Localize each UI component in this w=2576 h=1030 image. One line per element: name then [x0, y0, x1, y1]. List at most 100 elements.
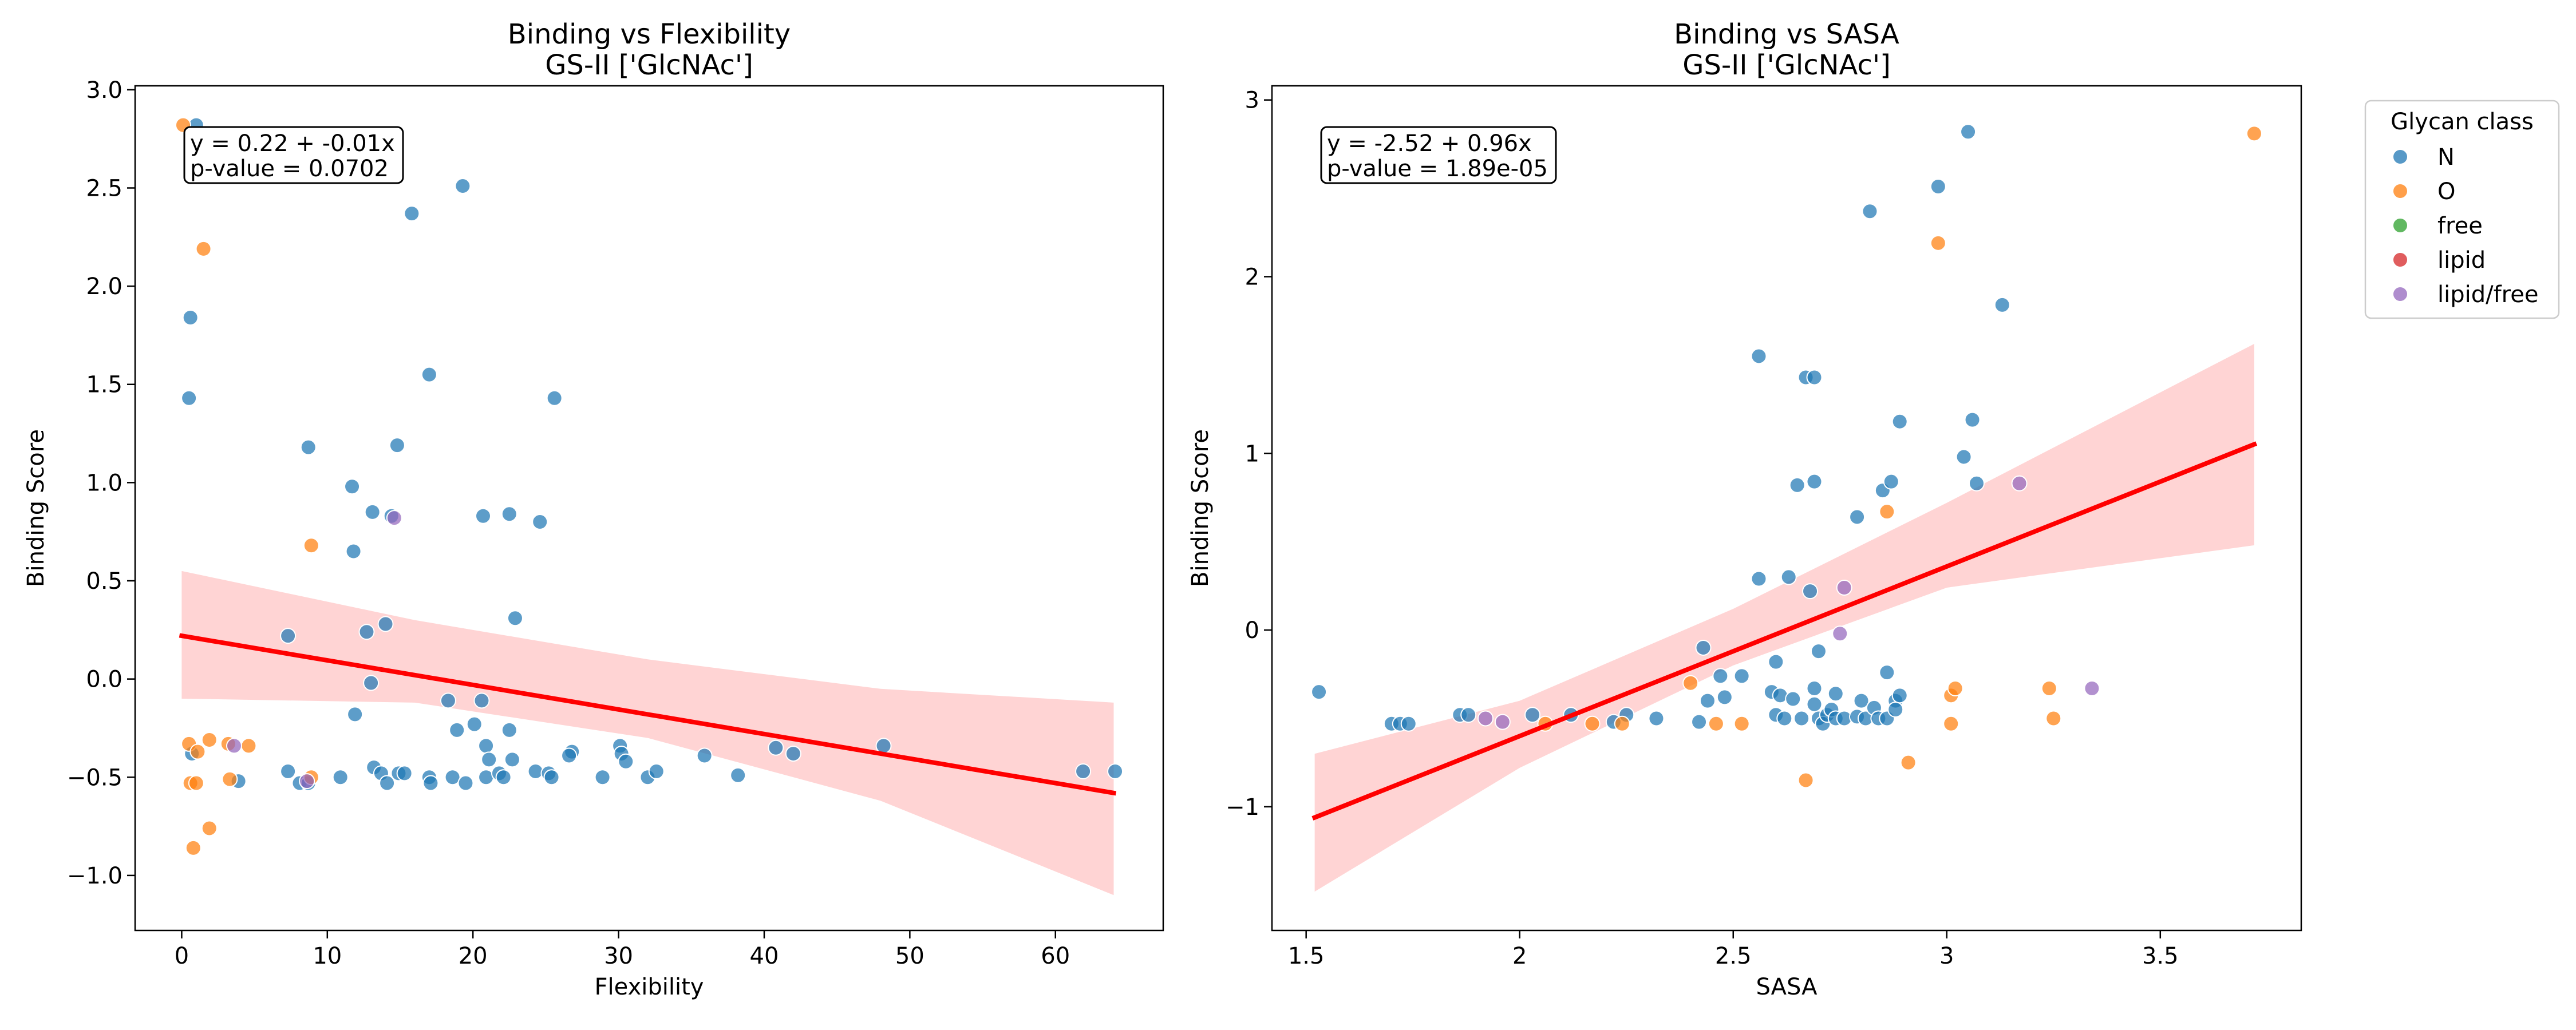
- data-point-N-37: [785, 746, 801, 762]
- chart-title: Binding vs SASA: [1674, 18, 1899, 50]
- data-point-N-24: [1780, 569, 1797, 585]
- data-point-N-30: [1806, 369, 1823, 386]
- data-point-N-35: [696, 747, 713, 764]
- data-point-N-25: [449, 722, 465, 738]
- legend-box: [2364, 100, 2560, 319]
- data-point-N-26: [1789, 477, 1805, 493]
- data-point-N-18: [358, 624, 375, 640]
- x-tick-label: 20: [459, 943, 488, 969]
- data-point-N-60: [594, 769, 611, 786]
- x-axis-label: Flexibility: [595, 974, 704, 1000]
- data-point-O-12: [201, 820, 218, 837]
- x-axis-label: SASA: [1756, 974, 1818, 1000]
- data-point-lipid-free-0: [1477, 710, 1494, 727]
- data-point-lipid-free-1: [1494, 714, 1511, 730]
- data-point-N-5: [421, 366, 437, 383]
- y-tick-label: 2.5: [86, 175, 123, 201]
- data-point-N-26: [501, 722, 517, 738]
- y-axis-label: Binding Score: [1187, 429, 1214, 587]
- legend-label-O: O: [2437, 179, 2455, 205]
- y-axis-label: Binding Score: [23, 429, 49, 587]
- data-point-N-21: [440, 692, 456, 709]
- data-point-N-8: [389, 437, 405, 454]
- data-point-N-36: [768, 739, 784, 756]
- chart-subtitle: GS-II ['GlcNAc']: [1682, 49, 1891, 81]
- data-point-N-24: [466, 716, 483, 732]
- data-point-N-31: [1806, 680, 1823, 696]
- x-tick-label: 1.5: [1288, 943, 1325, 969]
- data-point-N-14: [1712, 668, 1729, 684]
- x-tick-label: 0: [175, 943, 189, 969]
- data-point-O-15: [2246, 125, 2262, 142]
- data-point-N-62: [648, 763, 665, 779]
- y-tick-label: 3: [1245, 88, 1259, 114]
- data-point-N-51: [422, 775, 439, 791]
- y-tick-label: 2.0: [86, 274, 123, 300]
- data-point-N-56: [1891, 413, 1908, 430]
- data-point-N-35: [1810, 643, 1827, 660]
- data-point-N-17: [1751, 348, 1767, 365]
- x-tick-label: 3: [1939, 943, 1954, 969]
- y-tick-label: 0.5: [86, 568, 123, 595]
- x-tick-label: 30: [604, 943, 633, 969]
- data-point-N-11: [1691, 714, 1708, 730]
- data-point-N-16: [507, 610, 523, 627]
- y-tick-label: −0.5: [67, 764, 123, 791]
- data-point-N-65: [1107, 763, 1124, 779]
- data-point-O-1: [1584, 715, 1601, 732]
- data-point-N-20: [1768, 653, 1784, 670]
- data-point-N-59: [1960, 124, 1977, 140]
- data-point-lipid-free-2: [386, 510, 402, 526]
- data-point-lipid-free-3: [1832, 625, 1848, 642]
- legend-label-N: N: [2437, 144, 2455, 171]
- confidence-band: [1314, 343, 2254, 892]
- y-tick-label: −1: [1226, 794, 1259, 821]
- data-point-O-9: [188, 775, 204, 791]
- data-point-N-57: [527, 763, 544, 779]
- data-point-N-15: [345, 543, 362, 560]
- scatter-points: [175, 117, 1124, 856]
- data-point-O-2: [303, 537, 319, 554]
- data-point-N-9: [344, 478, 361, 495]
- data-point-O-13: [2041, 680, 2057, 696]
- y-tick-label: 1: [1245, 441, 1259, 467]
- data-point-N-10: [364, 504, 381, 520]
- data-point-O-4: [1708, 715, 1724, 732]
- legend-label-lipid-free: lipid/free: [2437, 282, 2538, 308]
- data-point-N-13: [1699, 692, 1716, 709]
- data-point-lipid-free-4: [2011, 475, 2028, 492]
- data-point-O-13: [185, 839, 202, 856]
- data-point-O-7: [240, 738, 257, 754]
- data-point-O-7: [1879, 504, 1895, 520]
- data-point-N-60: [1964, 411, 1981, 428]
- data-point-N-12: [1695, 639, 1712, 656]
- y-tick-label: 3.0: [86, 77, 123, 104]
- data-point-N-17: [377, 616, 394, 632]
- data-point-N-32: [1806, 696, 1823, 712]
- data-point-lipid-free-1: [299, 773, 315, 790]
- data-point-N-34: [618, 753, 634, 770]
- data-point-O-2: [1614, 715, 1630, 732]
- data-point-N-51: [1879, 664, 1895, 681]
- data-point-N-1: [182, 310, 199, 326]
- data-point-N-58: [1955, 449, 1972, 465]
- data-point-N-47: [379, 775, 396, 791]
- data-point-O-8: [1900, 754, 1917, 771]
- data-point-O-14: [2045, 710, 2062, 727]
- data-point-N-2: [181, 390, 197, 406]
- data-point-N-0: [1311, 684, 1327, 700]
- data-point-N-7: [300, 439, 317, 455]
- data-point-N-10: [1648, 710, 1665, 727]
- regression-line: [179, 633, 1117, 796]
- x-tick-label: 40: [750, 943, 779, 969]
- stats-pvalue: p-value = 0.0702: [190, 156, 389, 182]
- data-point-N-52: [1883, 473, 1899, 490]
- legend-marker-O: [2392, 183, 2408, 199]
- data-point-N-55: [1891, 687, 1908, 704]
- data-point-lipid-free-2: [1836, 579, 1852, 596]
- data-point-O-5: [1733, 715, 1750, 732]
- y-tick-label: −1.0: [67, 863, 123, 889]
- data-point-N-33: [1806, 473, 1823, 490]
- data-point-O-11: [1947, 680, 1963, 696]
